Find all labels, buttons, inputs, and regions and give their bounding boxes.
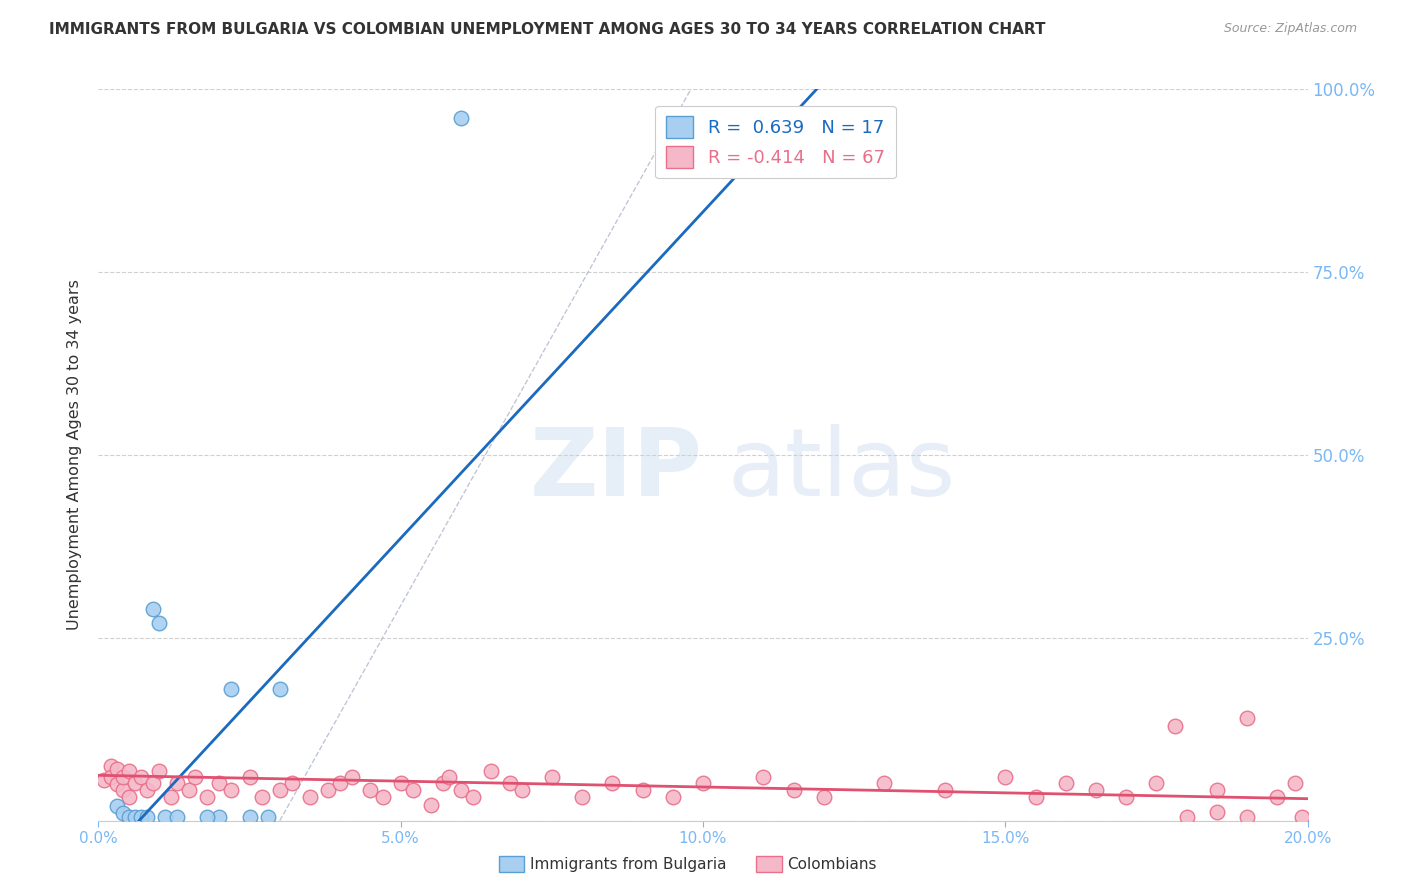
Point [142, 775, 165, 789]
Point [105, 799, 128, 814]
Point [498, 775, 520, 789]
Point [100, 770, 122, 784]
Point [540, 770, 562, 784]
Point [93, 773, 115, 788]
Point [994, 770, 1017, 784]
Point [692, 775, 714, 789]
Point [105, 777, 128, 791]
Point [142, 601, 165, 615]
Point [111, 806, 134, 821]
Point [124, 810, 146, 824]
Point [166, 810, 188, 824]
Text: IMMIGRANTS FROM BULGARIA VS COLOMBIAN UNEMPLOYMENT AMONG AGES 30 TO 34 YEARS COR: IMMIGRANTS FROM BULGARIA VS COLOMBIAN UN… [49, 22, 1046, 37]
Point [1291, 810, 1313, 824]
Point [1236, 810, 1258, 824]
Point [118, 790, 141, 805]
Point [129, 770, 152, 784]
Point [269, 783, 291, 797]
Point [752, 770, 775, 784]
Point [631, 783, 654, 797]
Text: Source: ZipAtlas.com: Source: ZipAtlas.com [1223, 22, 1357, 36]
Point [1175, 810, 1198, 824]
Point [221, 681, 243, 696]
Point [450, 783, 472, 797]
Point [510, 783, 533, 797]
Point [269, 681, 291, 696]
Text: ZIP: ZIP [530, 424, 703, 516]
Point [256, 810, 278, 824]
Point [402, 783, 425, 797]
Point [250, 790, 273, 805]
Point [1144, 775, 1167, 789]
Point [299, 790, 322, 805]
Point [179, 783, 201, 797]
Point [118, 764, 141, 778]
Point [342, 770, 364, 784]
Point [1236, 711, 1258, 725]
Point [389, 775, 412, 789]
Point [873, 775, 896, 789]
Point [783, 783, 806, 797]
Point [111, 770, 134, 784]
Point [571, 790, 593, 805]
Point [160, 790, 183, 805]
Point [602, 775, 624, 789]
Y-axis label: Unemployment Among Ages 30 to 34 years: Unemployment Among Ages 30 to 34 years [67, 279, 83, 631]
Point [1267, 790, 1289, 805]
Text: Colombians: Colombians [787, 857, 877, 871]
Point [208, 810, 231, 824]
Point [316, 783, 339, 797]
Point [239, 770, 262, 784]
Point [1115, 790, 1137, 805]
Point [184, 770, 207, 784]
Point [1163, 718, 1185, 732]
Point [329, 775, 352, 789]
Point [195, 810, 218, 824]
Point [481, 764, 503, 778]
Point [1085, 783, 1108, 797]
Point [371, 790, 394, 805]
Point [437, 770, 460, 784]
Point [1206, 783, 1229, 797]
Point [129, 810, 152, 824]
Point [1054, 775, 1077, 789]
Legend: R =  0.639   N = 17, R = -0.414   N = 67: R = 0.639 N = 17, R = -0.414 N = 67 [655, 105, 896, 178]
Point [195, 790, 218, 805]
Point [1024, 790, 1046, 805]
Point [934, 783, 956, 797]
Point [153, 810, 176, 824]
Point [221, 783, 243, 797]
Point [360, 783, 382, 797]
Point [118, 810, 141, 824]
Point [661, 790, 683, 805]
Text: atlas: atlas [727, 424, 956, 516]
Point [135, 810, 157, 824]
Point [148, 764, 170, 778]
Point [1206, 805, 1229, 819]
Point [281, 775, 304, 789]
Point [124, 775, 146, 789]
Point [135, 783, 157, 797]
Point [105, 763, 128, 777]
Point [432, 775, 454, 789]
Point [813, 790, 835, 805]
Point [239, 810, 262, 824]
Point [148, 616, 170, 631]
Point [111, 783, 134, 797]
Point [420, 797, 443, 812]
Point [1284, 775, 1306, 789]
Point [463, 790, 485, 805]
Point [166, 775, 188, 789]
Point [100, 758, 122, 772]
Point [450, 112, 472, 126]
Text: Immigrants from Bulgaria: Immigrants from Bulgaria [530, 857, 727, 871]
Point [208, 775, 231, 789]
